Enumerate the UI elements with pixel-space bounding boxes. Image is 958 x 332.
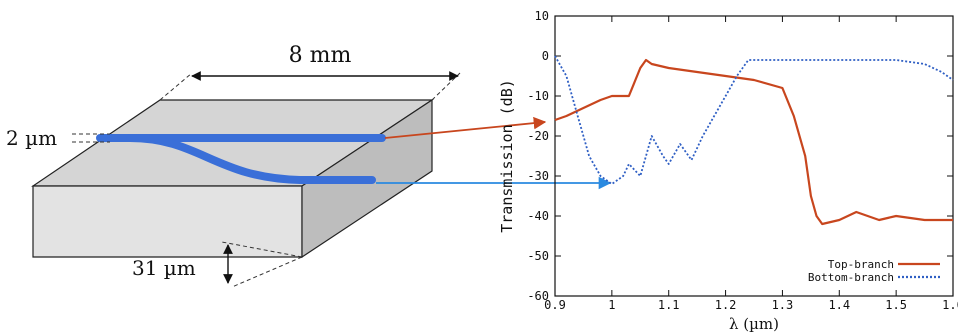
y-tick-label: -40 bbox=[527, 209, 549, 223]
x-tick-label: 0.9 bbox=[544, 298, 566, 312]
chip-diagram: 8 mm 2 µm 31 µm bbox=[6, 43, 612, 288]
length-label: 8 mm bbox=[289, 43, 352, 68]
length-extension-left bbox=[159, 72, 193, 101]
y-tick-label: -30 bbox=[527, 169, 549, 183]
x-tick-label: 1.4 bbox=[828, 298, 850, 312]
x-axis-label: λ (µm) bbox=[729, 315, 779, 332]
bottom-branch-waveguide bbox=[126, 134, 376, 184]
y-tick-label: -20 bbox=[527, 129, 549, 143]
x-tick-label: 1.3 bbox=[772, 298, 794, 312]
y-tick-label: -60 bbox=[527, 289, 549, 303]
legend: Top-branch Bottom-branch bbox=[808, 258, 940, 284]
x-tick-label: 1.6 bbox=[942, 298, 958, 312]
series-line-bottom-branch bbox=[554, 55, 954, 185]
y-tick-label: 10 bbox=[535, 9, 549, 23]
transmission-chart: 0.9 1 1.1 1.2 1.3 1.4 1.5 1.6 10 0 -10 -20 -30 -40 -5… bbox=[498, 9, 958, 332]
legend-label-top-branch: Top-branch bbox=[828, 258, 894, 271]
y-tick-label: -10 bbox=[527, 89, 549, 103]
plot-frame bbox=[554, 15, 954, 297]
y-tick-label: -50 bbox=[527, 249, 549, 263]
thickness-label: 31 µm bbox=[132, 256, 196, 280]
x-tick-label: 1.2 bbox=[715, 298, 737, 312]
legend-label-bottom-branch: Bottom-branch bbox=[808, 271, 894, 284]
length-extension-right bbox=[431, 72, 461, 101]
x-tick-label: 1.1 bbox=[658, 298, 680, 312]
y-axis-label: Transmission (dB) bbox=[498, 79, 516, 233]
y-axis: 10 0 -10 -20 -30 -40 -50 -60 bbox=[527, 9, 953, 303]
thickness-extension-bottom bbox=[231, 256, 303, 288]
width-label: 2 µm bbox=[6, 126, 57, 150]
chip-front-face bbox=[32, 185, 303, 258]
x-axis: 0.9 1 1.1 1.2 1.3 1.4 1.5 1.6 bbox=[544, 16, 958, 312]
x-tick-label: 1 bbox=[608, 298, 615, 312]
y-tick-label: 0 bbox=[542, 49, 549, 63]
series-line-top-branch bbox=[554, 58, 953, 226]
top-branch-pointer-arrow bbox=[384, 116, 547, 139]
series-layer bbox=[554, 55, 954, 226]
x-tick-label: 1.5 bbox=[885, 298, 907, 312]
